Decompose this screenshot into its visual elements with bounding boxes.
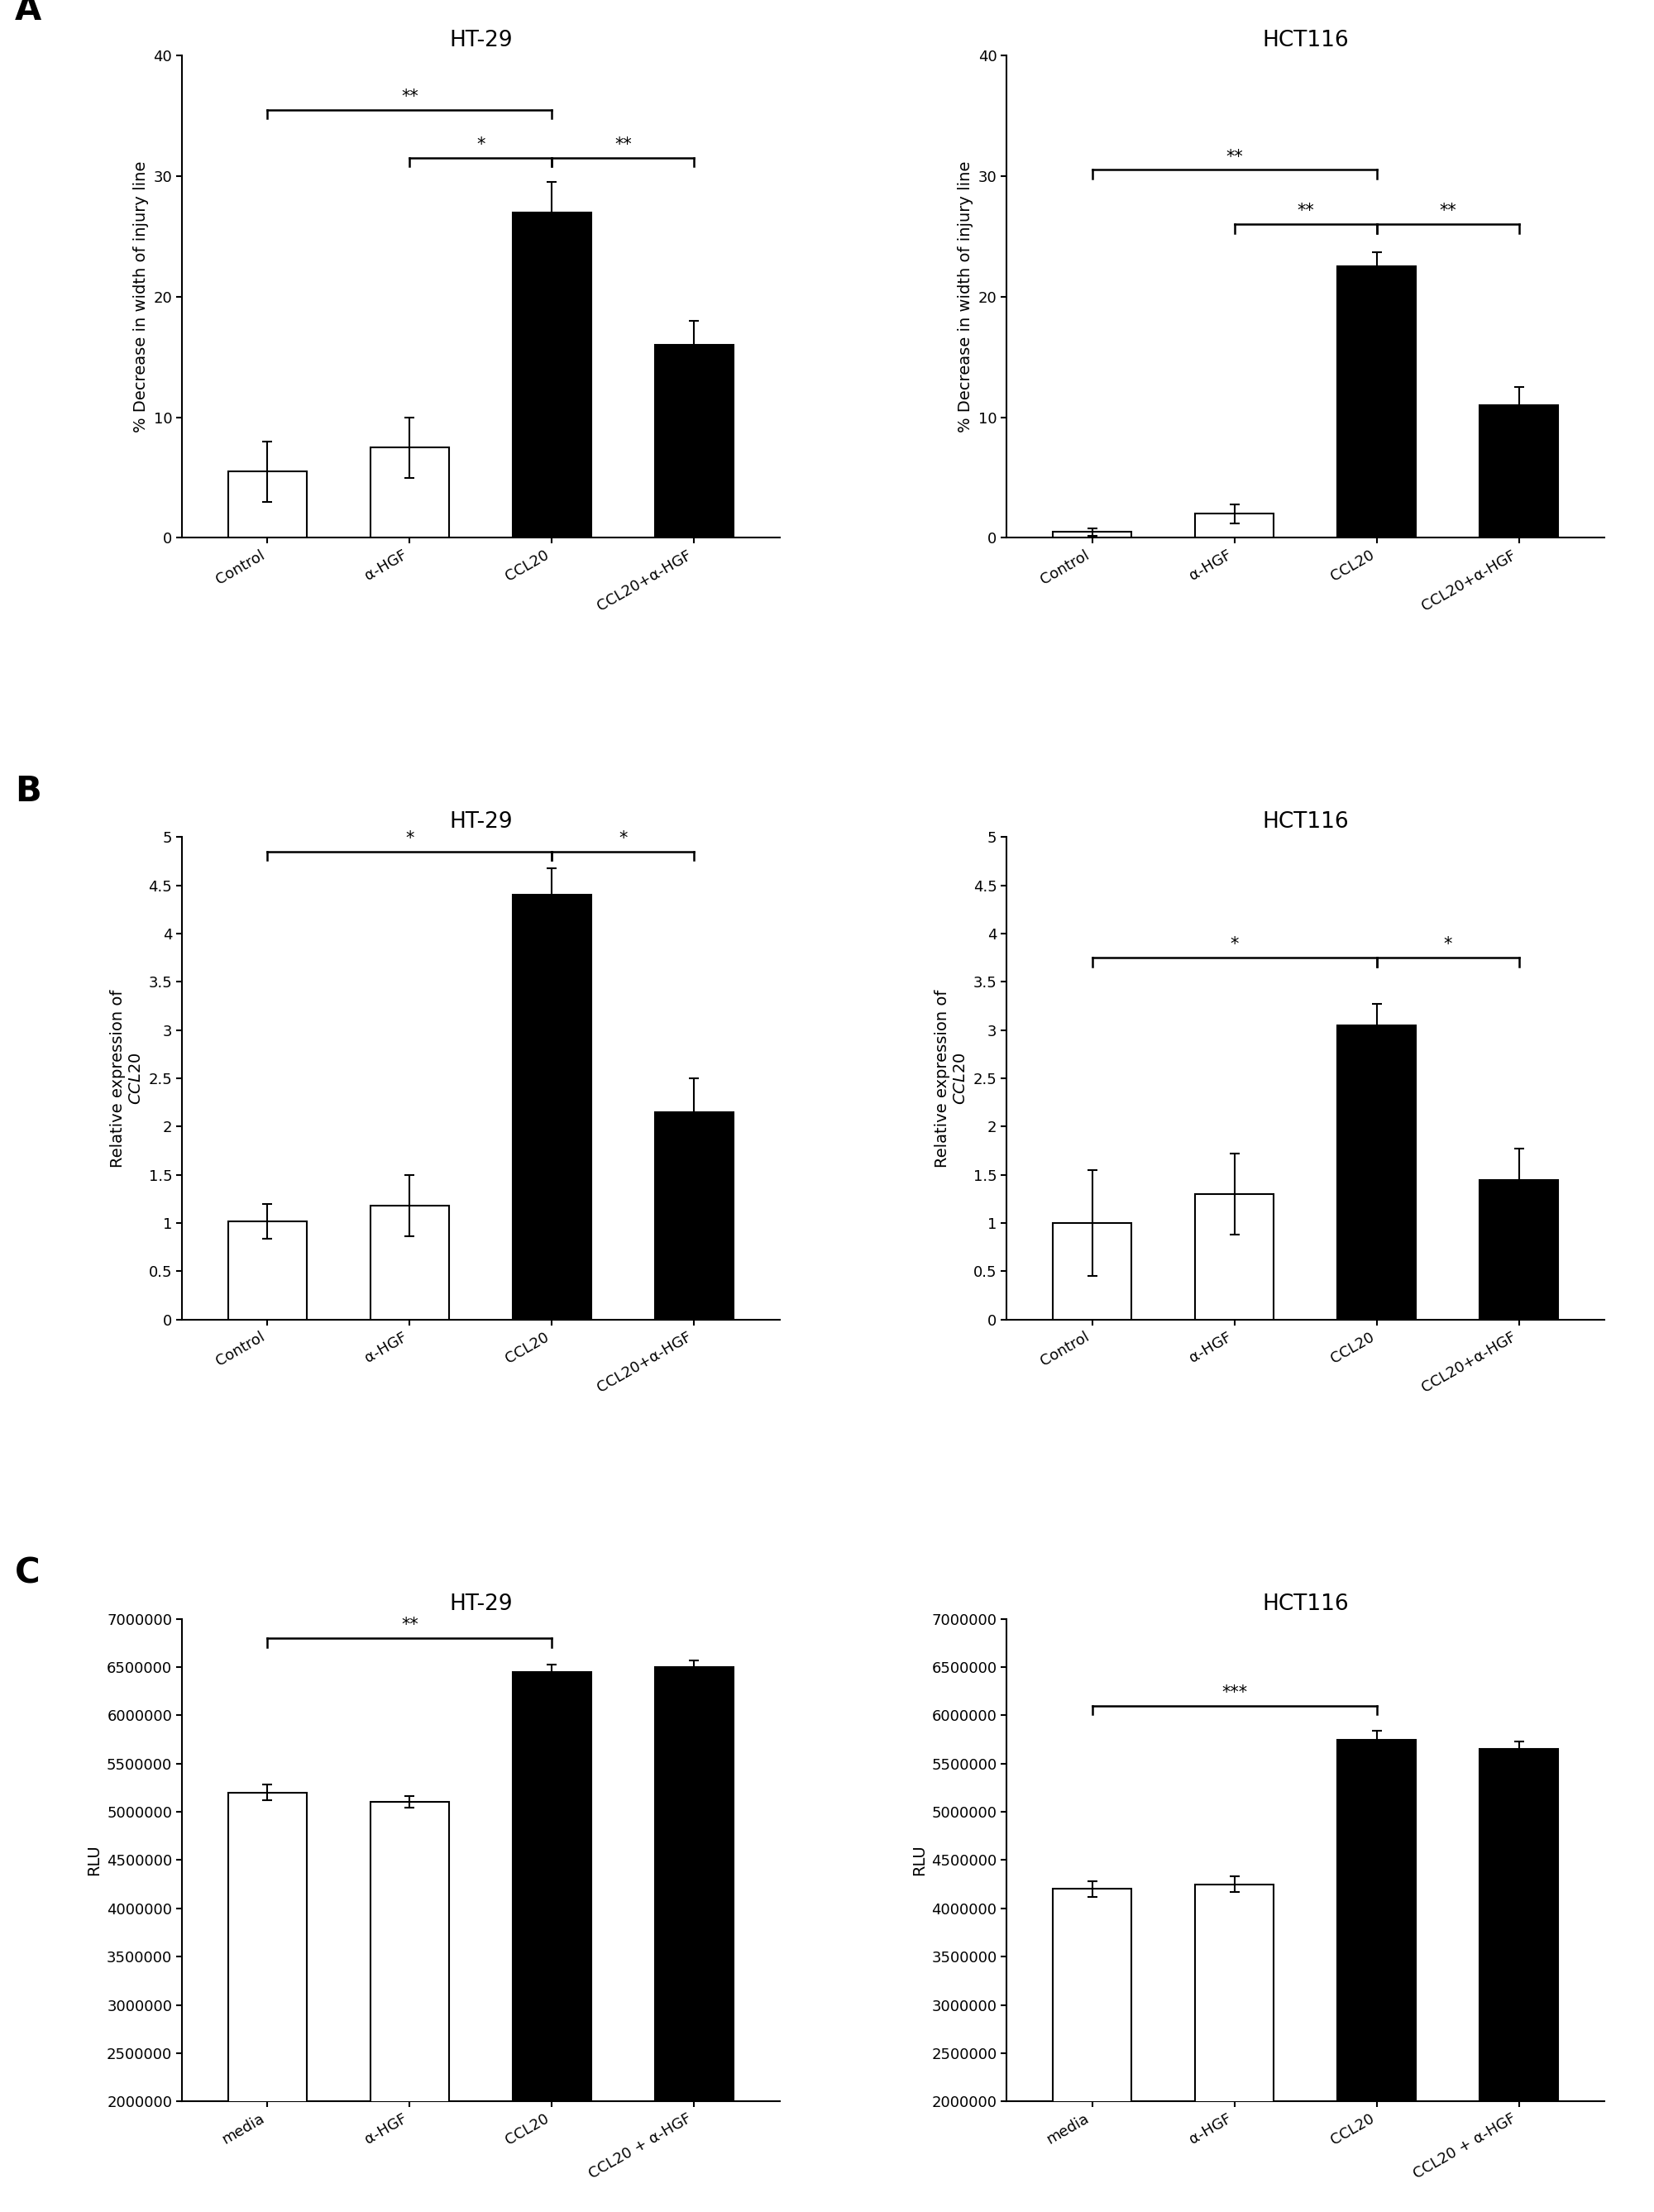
Text: *: * — [619, 830, 627, 847]
Text: A: A — [15, 0, 41, 27]
Bar — [655, 345, 733, 538]
Y-axis label: Relative expression of
$\it{CCL20}$: Relative expression of $\it{CCL20}$ — [935, 989, 969, 1168]
Bar — [1480, 405, 1558, 538]
Y-axis label: RLU: RLU — [911, 1845, 926, 1876]
Bar — [655, 1668, 733, 2212]
Bar — [370, 447, 448, 538]
Y-axis label: % Decrease in width of injury line: % Decrease in width of injury line — [958, 161, 974, 431]
Bar — [1054, 1223, 1131, 1321]
Y-axis label: % Decrease in width of injury line: % Decrease in width of injury line — [132, 161, 149, 431]
Y-axis label: RLU: RLU — [86, 1845, 103, 1876]
Bar — [1480, 1750, 1558, 2212]
Text: **: ** — [1297, 204, 1315, 219]
Text: *: * — [476, 137, 485, 153]
Bar — [228, 1792, 306, 2212]
Text: *: * — [1444, 936, 1452, 953]
Bar — [228, 471, 306, 538]
Bar — [655, 1113, 733, 1321]
Bar — [370, 1803, 448, 2212]
Bar — [1196, 513, 1274, 538]
Text: *: * — [405, 830, 414, 847]
Bar — [1338, 1026, 1416, 1321]
Title: HCT116: HCT116 — [1262, 1593, 1348, 1615]
Bar — [370, 1206, 448, 1321]
Title: HCT116: HCT116 — [1262, 29, 1348, 51]
Text: **: ** — [400, 88, 418, 104]
Bar — [513, 212, 590, 538]
Text: **: ** — [400, 1617, 418, 1632]
Bar — [1196, 1194, 1274, 1321]
Bar — [1054, 1889, 1131, 2212]
Bar — [1054, 531, 1131, 538]
Bar — [1338, 1739, 1416, 2212]
Bar — [513, 896, 590, 1321]
Bar — [1196, 1885, 1274, 2212]
Text: **: ** — [1226, 148, 1242, 166]
Text: C: C — [15, 1555, 40, 1590]
Bar — [1480, 1179, 1558, 1321]
Title: HT-29: HT-29 — [450, 1593, 513, 1615]
Text: **: ** — [615, 137, 632, 153]
Text: ***: *** — [1222, 1683, 1247, 1701]
Title: HT-29: HT-29 — [450, 29, 513, 51]
Bar — [228, 1221, 306, 1321]
Text: **: ** — [1439, 204, 1457, 219]
Y-axis label: Relative expression of
$\it{CCL20}$: Relative expression of $\it{CCL20}$ — [109, 989, 144, 1168]
Text: *: * — [1231, 936, 1239, 953]
Bar — [513, 1672, 590, 2212]
Bar — [1338, 265, 1416, 538]
Title: HT-29: HT-29 — [450, 812, 513, 834]
Text: B: B — [15, 774, 41, 810]
Title: HCT116: HCT116 — [1262, 812, 1348, 834]
